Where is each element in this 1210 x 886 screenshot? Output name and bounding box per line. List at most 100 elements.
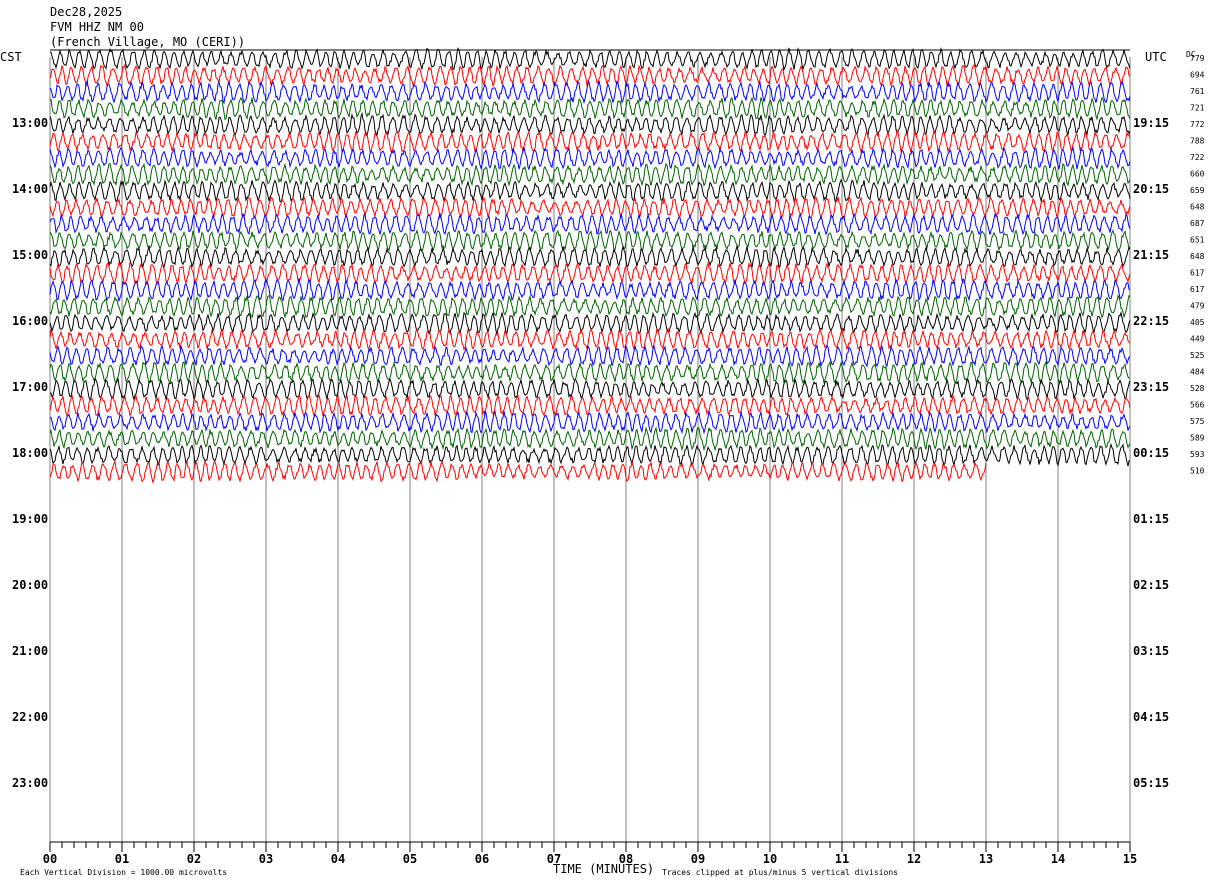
dc-offset-label: 528	[1190, 384, 1205, 393]
utc-hour-label: 20:15	[1133, 182, 1169, 196]
location-label: (French Village, MO (CERI))	[50, 35, 245, 49]
trace-row-1	[49, 46, 1131, 71]
cst-hour-label: 14:00	[12, 182, 48, 196]
x-tick-label: 08	[619, 852, 633, 866]
trace-row-2	[49, 63, 1131, 88]
trace-row-24	[49, 426, 1131, 452]
cst-hour-label: 19:00	[12, 512, 48, 526]
utc-hour-label: 19:15	[1133, 116, 1169, 130]
cst-hour-label: 17:00	[12, 380, 48, 394]
x-tick-label: 05	[403, 852, 417, 866]
x-tick-label: 00	[43, 852, 57, 866]
x-tick-label: 13	[979, 852, 993, 866]
dc-offset-label: 525	[1190, 351, 1205, 360]
footer: Each Vertical Division = 1000.00 microvo…	[20, 862, 898, 877]
trace-row-22	[49, 393, 1131, 418]
utc-hour-label: 05:15	[1133, 776, 1169, 790]
trace-row-5	[49, 111, 1131, 138]
utc-hour-label: 21:15	[1133, 248, 1169, 262]
trace-row-13	[49, 244, 1131, 270]
trace-row-7	[49, 146, 1131, 171]
dc-offset-label: 575	[1190, 417, 1205, 426]
dc-offset-label: 659	[1190, 186, 1205, 195]
dc-offset-label: 772	[1190, 120, 1205, 129]
cst-hour-label: 16:00	[12, 314, 48, 328]
x-tick-label: 12	[907, 852, 921, 866]
utc-hour-label: 23:15	[1133, 380, 1169, 394]
trace-row-12	[49, 228, 1131, 253]
cst-hour-label: 13:00	[12, 116, 48, 130]
cst-hour-label: 22:00	[12, 710, 48, 724]
utc-hour-label: 02:15	[1133, 578, 1169, 592]
cst-hour-label: 18:00	[12, 446, 48, 460]
trace-row-6	[49, 128, 1131, 155]
dc-offset-label: 405	[1190, 318, 1205, 327]
utc-hour-labels: 19:15 20:15 21:15 22:15 23:15 00:15 01:15 02:15…	[1133, 116, 1169, 790]
dc-offset-label: 593	[1190, 450, 1205, 459]
x-tick-label: 10	[763, 852, 777, 866]
dc-offset-label: 510	[1190, 467, 1205, 476]
trace-row-20	[49, 360, 1131, 385]
trace-row-26	[49, 459, 987, 485]
trace-row-23	[49, 409, 1131, 435]
date-label: Dec28,2025	[50, 5, 122, 19]
dc-offset-label: 788	[1190, 137, 1205, 146]
trace-row-18	[49, 327, 1131, 352]
cst-hour-label: 15:00	[12, 248, 48, 262]
utc-hour-label: 22:15	[1133, 314, 1169, 328]
x-axis-title: TIME (MINUTES)	[553, 862, 654, 876]
cst-hour-labels: 13:00 14:00 15:00 16:00 17:00 18:00 19:00 20:00…	[12, 116, 48, 790]
cst-hour-label: 21:00	[12, 644, 48, 658]
dc-label: DC	[1186, 50, 1196, 59]
utc-hour-label: 03:15	[1133, 644, 1169, 658]
dc-offset-label: 484	[1190, 368, 1205, 377]
trace-row-25	[49, 442, 1131, 467]
dc-offset-label: 761	[1190, 87, 1205, 96]
utc-hour-label: 04:15	[1133, 710, 1169, 724]
x-tick-label: 15	[1123, 852, 1137, 866]
scale-note: Each Vertical Division = 1000.00 microvo…	[20, 868, 227, 877]
utc-hour-label: 00:15	[1133, 446, 1169, 460]
trace-row-3	[49, 79, 1131, 105]
cst-hour-label: 23:00	[12, 776, 48, 790]
dc-offset-label: 660	[1190, 170, 1205, 179]
x-tick-label: 09	[691, 852, 705, 866]
trace-row-8	[49, 162, 1131, 187]
dc-offset-label: 722	[1190, 153, 1205, 162]
trace-row-10	[49, 195, 1131, 220]
left-timezone-label: CST	[0, 50, 22, 64]
dc-offset-label: 651	[1190, 236, 1205, 245]
dc-offset-label: 721	[1190, 104, 1205, 113]
dc-offset-label: 566	[1190, 401, 1205, 410]
dc-offset-label: 449	[1190, 335, 1205, 344]
x-tick-label: 06	[475, 852, 489, 866]
x-axis: 00 01 02 03 04 05 06 07 08 09 10 11 12 13 14 15	[43, 841, 1137, 866]
dc-offset-label: 648	[1190, 203, 1205, 212]
x-tick-label: 03	[259, 852, 273, 866]
dc-offset-label: 779	[1190, 54, 1205, 63]
x-tick-label: 04	[331, 852, 345, 866]
trace-row-11	[49, 212, 1131, 236]
dc-offset-label: 589	[1190, 434, 1205, 443]
dc-offset-label: 479	[1190, 302, 1205, 311]
trace-row-21	[49, 377, 1131, 401]
dc-offset-label: 694	[1190, 71, 1205, 80]
trace-row-15	[49, 278, 1131, 303]
x-tick-label: 01	[115, 852, 129, 866]
trace-row-17	[49, 310, 1131, 336]
station-label: FVM HHZ NM 00	[50, 20, 144, 34]
dc-offset-label: 617	[1190, 269, 1205, 278]
trace-row-9	[49, 178, 1131, 203]
trace-row-14	[49, 261, 1131, 287]
right-timezone-label: UTC	[1145, 50, 1167, 64]
trace-row-19	[49, 343, 1131, 368]
x-tick-label: 02	[187, 852, 201, 866]
x-tick-label: 07	[547, 852, 561, 866]
dc-offset-label: 648	[1190, 252, 1205, 261]
x-tick-label: 14	[1051, 852, 1065, 866]
dc-offset-label: 687	[1190, 219, 1205, 228]
dc-offset-labels: 779 694 761 721 772 788 722 660 659 648 687 651 648 6…	[1190, 54, 1205, 476]
header: Dec28,2025 FVM HHZ NM 00 (French Village…	[50, 5, 245, 49]
dc-offset-label: 617	[1190, 285, 1205, 294]
